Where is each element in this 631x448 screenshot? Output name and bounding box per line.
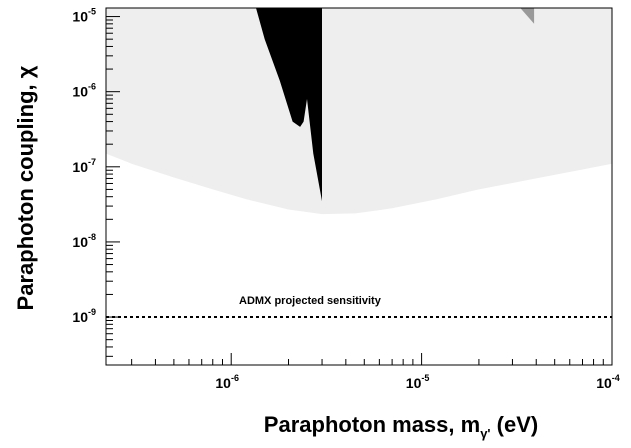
- y-tick-label: 10-8: [72, 232, 96, 250]
- y-tick-label: 10-6: [72, 82, 96, 100]
- y-axis-tick-labels: 10-9 10-8 10-7 10-6 10-5: [72, 7, 96, 325]
- x-tick-label: 10-4: [596, 373, 620, 391]
- plot-frame: [105, 7, 613, 366]
- y-axis-ticks: [106, 16, 120, 357]
- y-axis-title: Paraphoton coupling, χ: [13, 65, 38, 310]
- x-axis-tick-labels: 10-6 10-5 10-4: [215, 373, 619, 391]
- exclusion-regions: [106, 8, 612, 215]
- exclusion-region-3: [520, 8, 535, 24]
- x-axis-title: Paraphoton mass, mγ' (eV): [264, 412, 538, 441]
- exclusion-region-2: [256, 8, 322, 202]
- y-tick-label: 10-5: [72, 7, 96, 25]
- x-tick-label: 10-5: [406, 373, 430, 391]
- x-axis-title-subscript: γ': [480, 426, 490, 441]
- reference-line-label: ADMX projected sensitivity: [239, 295, 382, 307]
- x-tick-label: 10-6: [215, 373, 239, 391]
- exclusion-region-1: [106, 8, 612, 215]
- y-tick-label: 10-7: [72, 157, 96, 175]
- x-axis-title-unit: (eV): [491, 412, 539, 437]
- y-tick-label: 10-9: [72, 307, 96, 325]
- x-axis-ticks: [131, 353, 613, 365]
